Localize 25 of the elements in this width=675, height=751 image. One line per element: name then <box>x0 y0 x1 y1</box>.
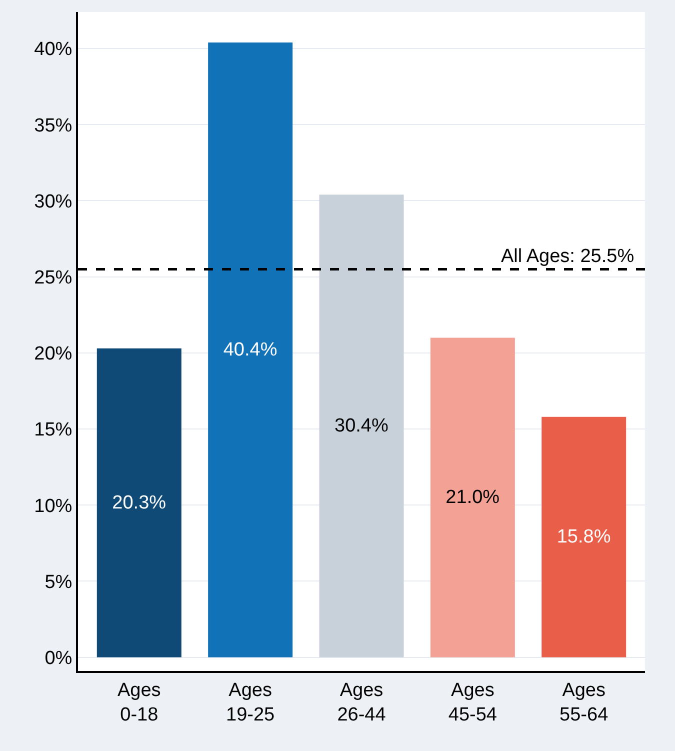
y-tick-label: 0% <box>44 648 72 669</box>
data-label: 20.3% <box>112 492 166 514</box>
y-tick-label: 35% <box>34 115 72 136</box>
x-tick-label: Ages 45-54 <box>448 680 498 726</box>
bar <box>430 338 515 658</box>
y-tick-label: 30% <box>34 191 72 212</box>
bar <box>208 42 293 658</box>
y-tick-label: 15% <box>34 420 72 441</box>
data-label: 15.8% <box>556 526 611 548</box>
y-tick-label: 5% <box>44 572 72 593</box>
x-tick-label: Ages 55-64 <box>560 680 609 726</box>
x-tick-label: Ages 26-44 <box>337 680 386 726</box>
data-label: 30.4% <box>334 415 388 436</box>
ref-line-label: All Ages: 25.5% <box>501 246 634 267</box>
y-tick-label: 25% <box>34 267 72 288</box>
data-label: 40.4% <box>223 339 278 360</box>
x-tick-label: Ages 0-18 <box>117 680 161 726</box>
bar <box>96 348 182 658</box>
y-tick-label: 10% <box>34 496 72 517</box>
bar <box>542 416 626 658</box>
data-label: 21.0% <box>446 487 500 508</box>
y-tick-label: 40% <box>34 39 72 60</box>
x-tick-label: Ages 19-25 <box>226 680 275 726</box>
bar <box>319 194 404 658</box>
y-tick-label: 20% <box>34 344 72 365</box>
